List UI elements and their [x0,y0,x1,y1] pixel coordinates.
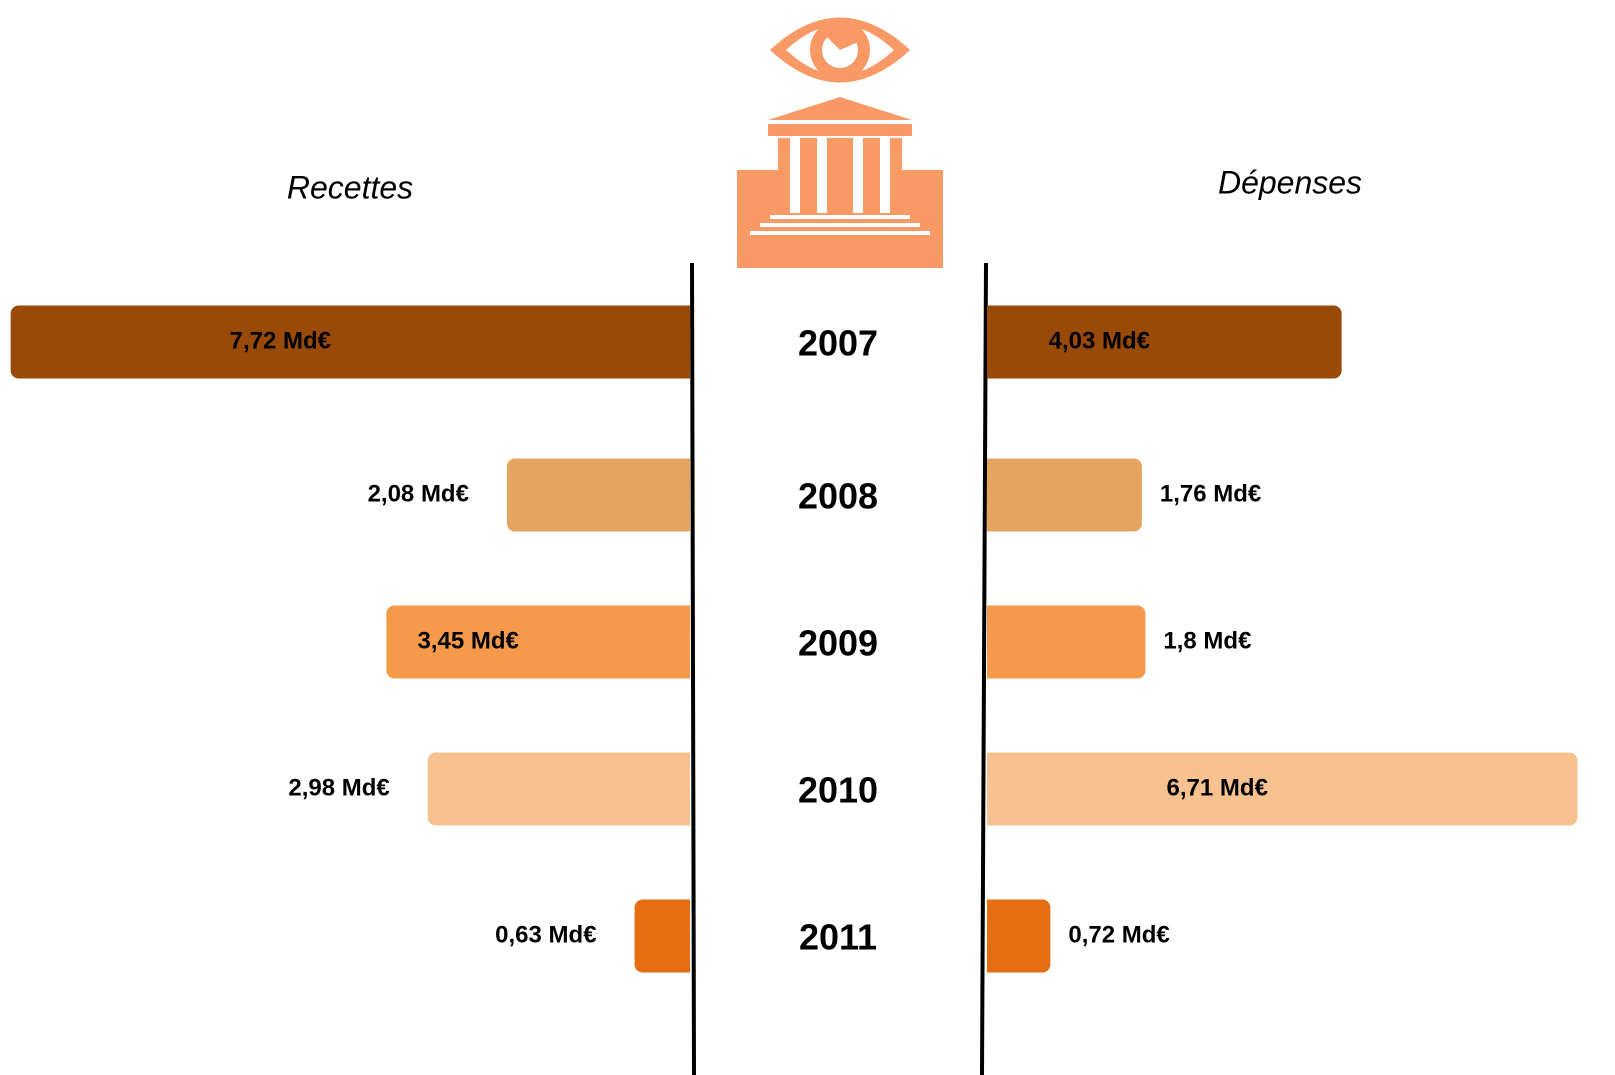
year-label: 2008 [798,476,878,517]
divider [980,262,988,1075]
bar-edge [680,899,690,973]
bar-edge [987,752,997,826]
bar-edge [987,899,997,973]
bar [10,305,690,379]
bar-edge [680,458,690,532]
bar-edge [680,752,690,826]
bar [427,752,690,826]
value-label: 6,71 Md€ [1167,774,1268,801]
bar [987,305,1342,379]
value-label: 7,72 Md€ [230,327,331,354]
bar-edge [987,605,997,679]
bar-edge [987,458,997,532]
value-label: 1,8 Md€ [1163,627,1251,654]
year-label: 2007 [798,323,878,364]
bar [386,605,690,679]
bar-edge [680,305,690,379]
divider [690,262,696,1075]
series-title: Dépenses [1218,164,1362,200]
value-label: 4,03 Md€ [1049,327,1150,354]
bar [987,458,1142,532]
bar [987,899,1051,973]
bar-edge [680,605,690,679]
value-label: 1,76 Md€ [1160,480,1261,507]
bar [634,899,690,973]
year-label: 2009 [798,623,878,664]
bar [987,605,1146,679]
icon [737,17,943,268]
series-title: Recettes [287,169,413,205]
bar-edge [987,305,997,379]
value-label: 3,45 Md€ [418,627,519,654]
year-label: 2011 [799,917,877,958]
value-label: 0,72 Md€ [1068,921,1169,948]
bar [987,752,1578,826]
value-label: 0,63 Md€ [495,921,596,948]
bar [506,458,690,532]
value-label: 2,98 Md€ [288,774,389,801]
year-label: 2010 [798,770,878,811]
value-label: 2,08 Md€ [368,480,469,507]
